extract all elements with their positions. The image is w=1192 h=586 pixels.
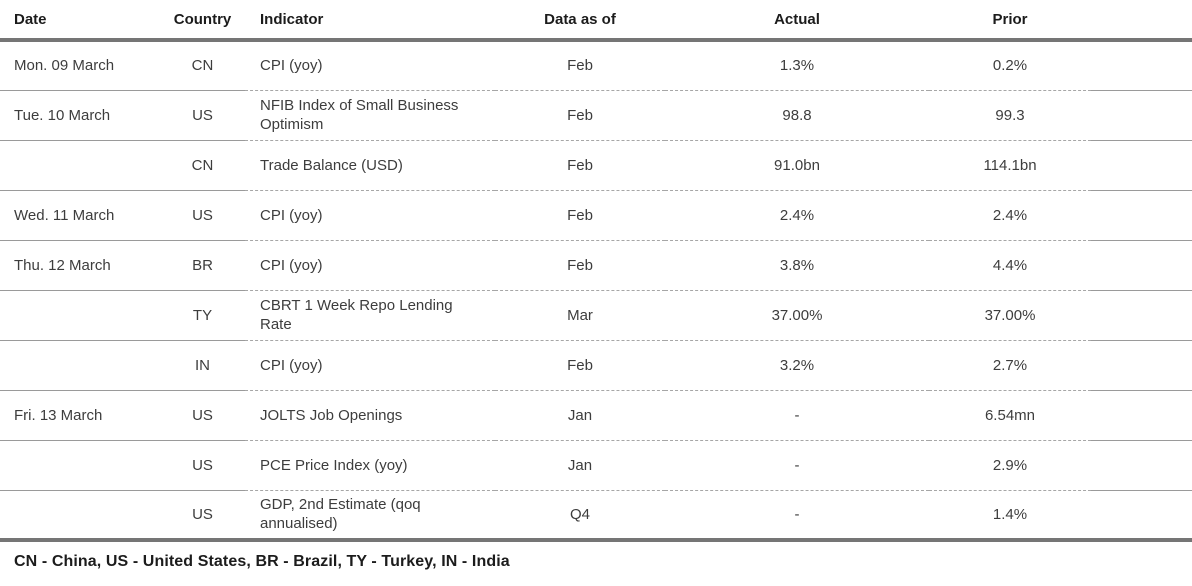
date-cell: Fri. 13 March: [0, 390, 160, 441]
table-row: Wed. 11 March US CPI (yoy) Feb 2.4% 2.4%: [0, 190, 1192, 241]
country-cell: US: [160, 490, 245, 542]
spacer-cell: [1091, 440, 1192, 491]
actual-cell: -: [665, 390, 929, 441]
actual-cell: 2.4%: [665, 190, 929, 241]
actual-cell: 1.3%: [665, 40, 929, 91]
table-body: Mon. 09 March CN CPI (yoy) Feb 1.3% 0.2%…: [0, 40, 1192, 542]
header-row: Date Country Indicator Data as of Actual…: [0, 0, 1192, 42]
actual-cell: 91.0bn: [665, 140, 929, 191]
prior-cell: 0.2%: [929, 40, 1091, 91]
table-header: Date Country Indicator Data as of Actual…: [0, 0, 1192, 42]
prior-cell: 4.4%: [929, 240, 1091, 291]
country-cell: TY: [160, 290, 245, 341]
prior-cell: 99.3: [929, 90, 1091, 141]
actual-cell: -: [665, 440, 929, 491]
prior-cell: 1.4%: [929, 490, 1091, 542]
data-as-of-cell: Jan: [495, 440, 665, 491]
country-cell: IN: [160, 340, 245, 391]
table-row: Mon. 09 March CN CPI (yoy) Feb 1.3% 0.2%: [0, 40, 1192, 91]
country-cell: US: [160, 90, 245, 141]
indicator-cell: CBRT 1 Week Repo Lending Rate: [245, 290, 495, 341]
actual-cell: 98.8: [665, 90, 929, 141]
table-row: Thu. 12 March BR CPI (yoy) Feb 3.8% 4.4%: [0, 240, 1192, 291]
indicator-cell: CPI (yoy): [245, 190, 495, 241]
data-as-of-cell: Feb: [495, 140, 665, 191]
spacer-cell: [1091, 90, 1192, 141]
prior-cell: 2.4%: [929, 190, 1091, 241]
prior-cell: 114.1bn: [929, 140, 1091, 191]
date-cell: [0, 140, 160, 191]
data-as-of-cell: Feb: [495, 90, 665, 141]
country-cell: BR: [160, 240, 245, 291]
spacer-cell: [1091, 140, 1192, 191]
country-cell: US: [160, 390, 245, 441]
actual-cell: -: [665, 490, 929, 542]
indicator-cell: GDP, 2nd Estimate (qoq annualised): [245, 490, 495, 542]
data-as-of-cell: Feb: [495, 240, 665, 291]
country-cell: US: [160, 440, 245, 491]
prior-cell: 37.00%: [929, 290, 1091, 341]
data-as-of-cell: Feb: [495, 190, 665, 241]
column-header-indicator: Indicator: [245, 0, 495, 42]
table-row: TY CBRT 1 Week Repo Lending Rate Mar 37.…: [0, 290, 1192, 341]
indicator-cell: Trade Balance (USD): [245, 140, 495, 191]
spacer-cell: [1091, 290, 1192, 341]
country-cell: CN: [160, 40, 245, 91]
spacer-cell: [1091, 40, 1192, 91]
prior-cell: 6.54mn: [929, 390, 1091, 441]
country-cell: CN: [160, 140, 245, 191]
date-cell: Wed. 11 March: [0, 190, 160, 241]
actual-cell: 3.8%: [665, 240, 929, 291]
prior-cell: 2.9%: [929, 440, 1091, 491]
prior-cell: 2.7%: [929, 340, 1091, 391]
actual-cell: 3.2%: [665, 340, 929, 391]
table-row: US GDP, 2nd Estimate (qoq annualised) Q4…: [0, 490, 1192, 542]
data-as-of-cell: Q4: [495, 490, 665, 542]
spacer-cell: [1091, 390, 1192, 441]
indicator-cell: JOLTS Job Openings: [245, 390, 495, 441]
date-cell: [0, 490, 160, 542]
indicator-cell: CPI (yoy): [245, 40, 495, 91]
data-as-of-cell: Jan: [495, 390, 665, 441]
indicator-cell: CPI (yoy): [245, 340, 495, 391]
date-cell: Mon. 09 March: [0, 40, 160, 91]
column-header-actual: Actual: [665, 0, 929, 42]
spacer-cell: [1091, 340, 1192, 391]
country-cell: US: [160, 190, 245, 241]
table-row: Fri. 13 March US JOLTS Job Openings Jan …: [0, 390, 1192, 441]
spacer-cell: [1091, 490, 1192, 542]
column-header-data-as-of: Data as of: [495, 0, 665, 42]
data-as-of-cell: Mar: [495, 290, 665, 341]
country-code-legend: CN - China, US - United States, BR - Bra…: [14, 553, 510, 570]
actual-cell: 37.00%: [665, 290, 929, 341]
date-cell: [0, 340, 160, 391]
column-header-prior: Prior: [929, 0, 1091, 42]
indicator-cell: PCE Price Index (yoy): [245, 440, 495, 491]
indicator-cell: NFIB Index of Small Business Optimism: [245, 90, 495, 141]
date-cell: [0, 290, 160, 341]
date-cell: Tue. 10 March: [0, 90, 160, 141]
column-header-date: Date: [0, 0, 160, 42]
date-cell: Thu. 12 March: [0, 240, 160, 291]
column-header-country: Country: [160, 0, 245, 42]
table-row: IN CPI (yoy) Feb 3.2% 2.7%: [0, 340, 1192, 391]
table-row: Tue. 10 March US NFIB Index of Small Bus…: [0, 90, 1192, 141]
economic-calendar-table: Date Country Indicator Data as of Actual…: [0, 0, 1192, 542]
column-header-spacer: [1091, 0, 1192, 42]
spacer-cell: [1091, 240, 1192, 291]
date-cell: [0, 440, 160, 491]
indicator-cell: CPI (yoy): [245, 240, 495, 291]
spacer-cell: [1091, 190, 1192, 241]
data-as-of-cell: Feb: [495, 340, 665, 391]
data-as-of-cell: Feb: [495, 40, 665, 91]
table-row: US PCE Price Index (yoy) Jan - 2.9%: [0, 440, 1192, 491]
table-row: CN Trade Balance (USD) Feb 91.0bn 114.1b…: [0, 140, 1192, 191]
